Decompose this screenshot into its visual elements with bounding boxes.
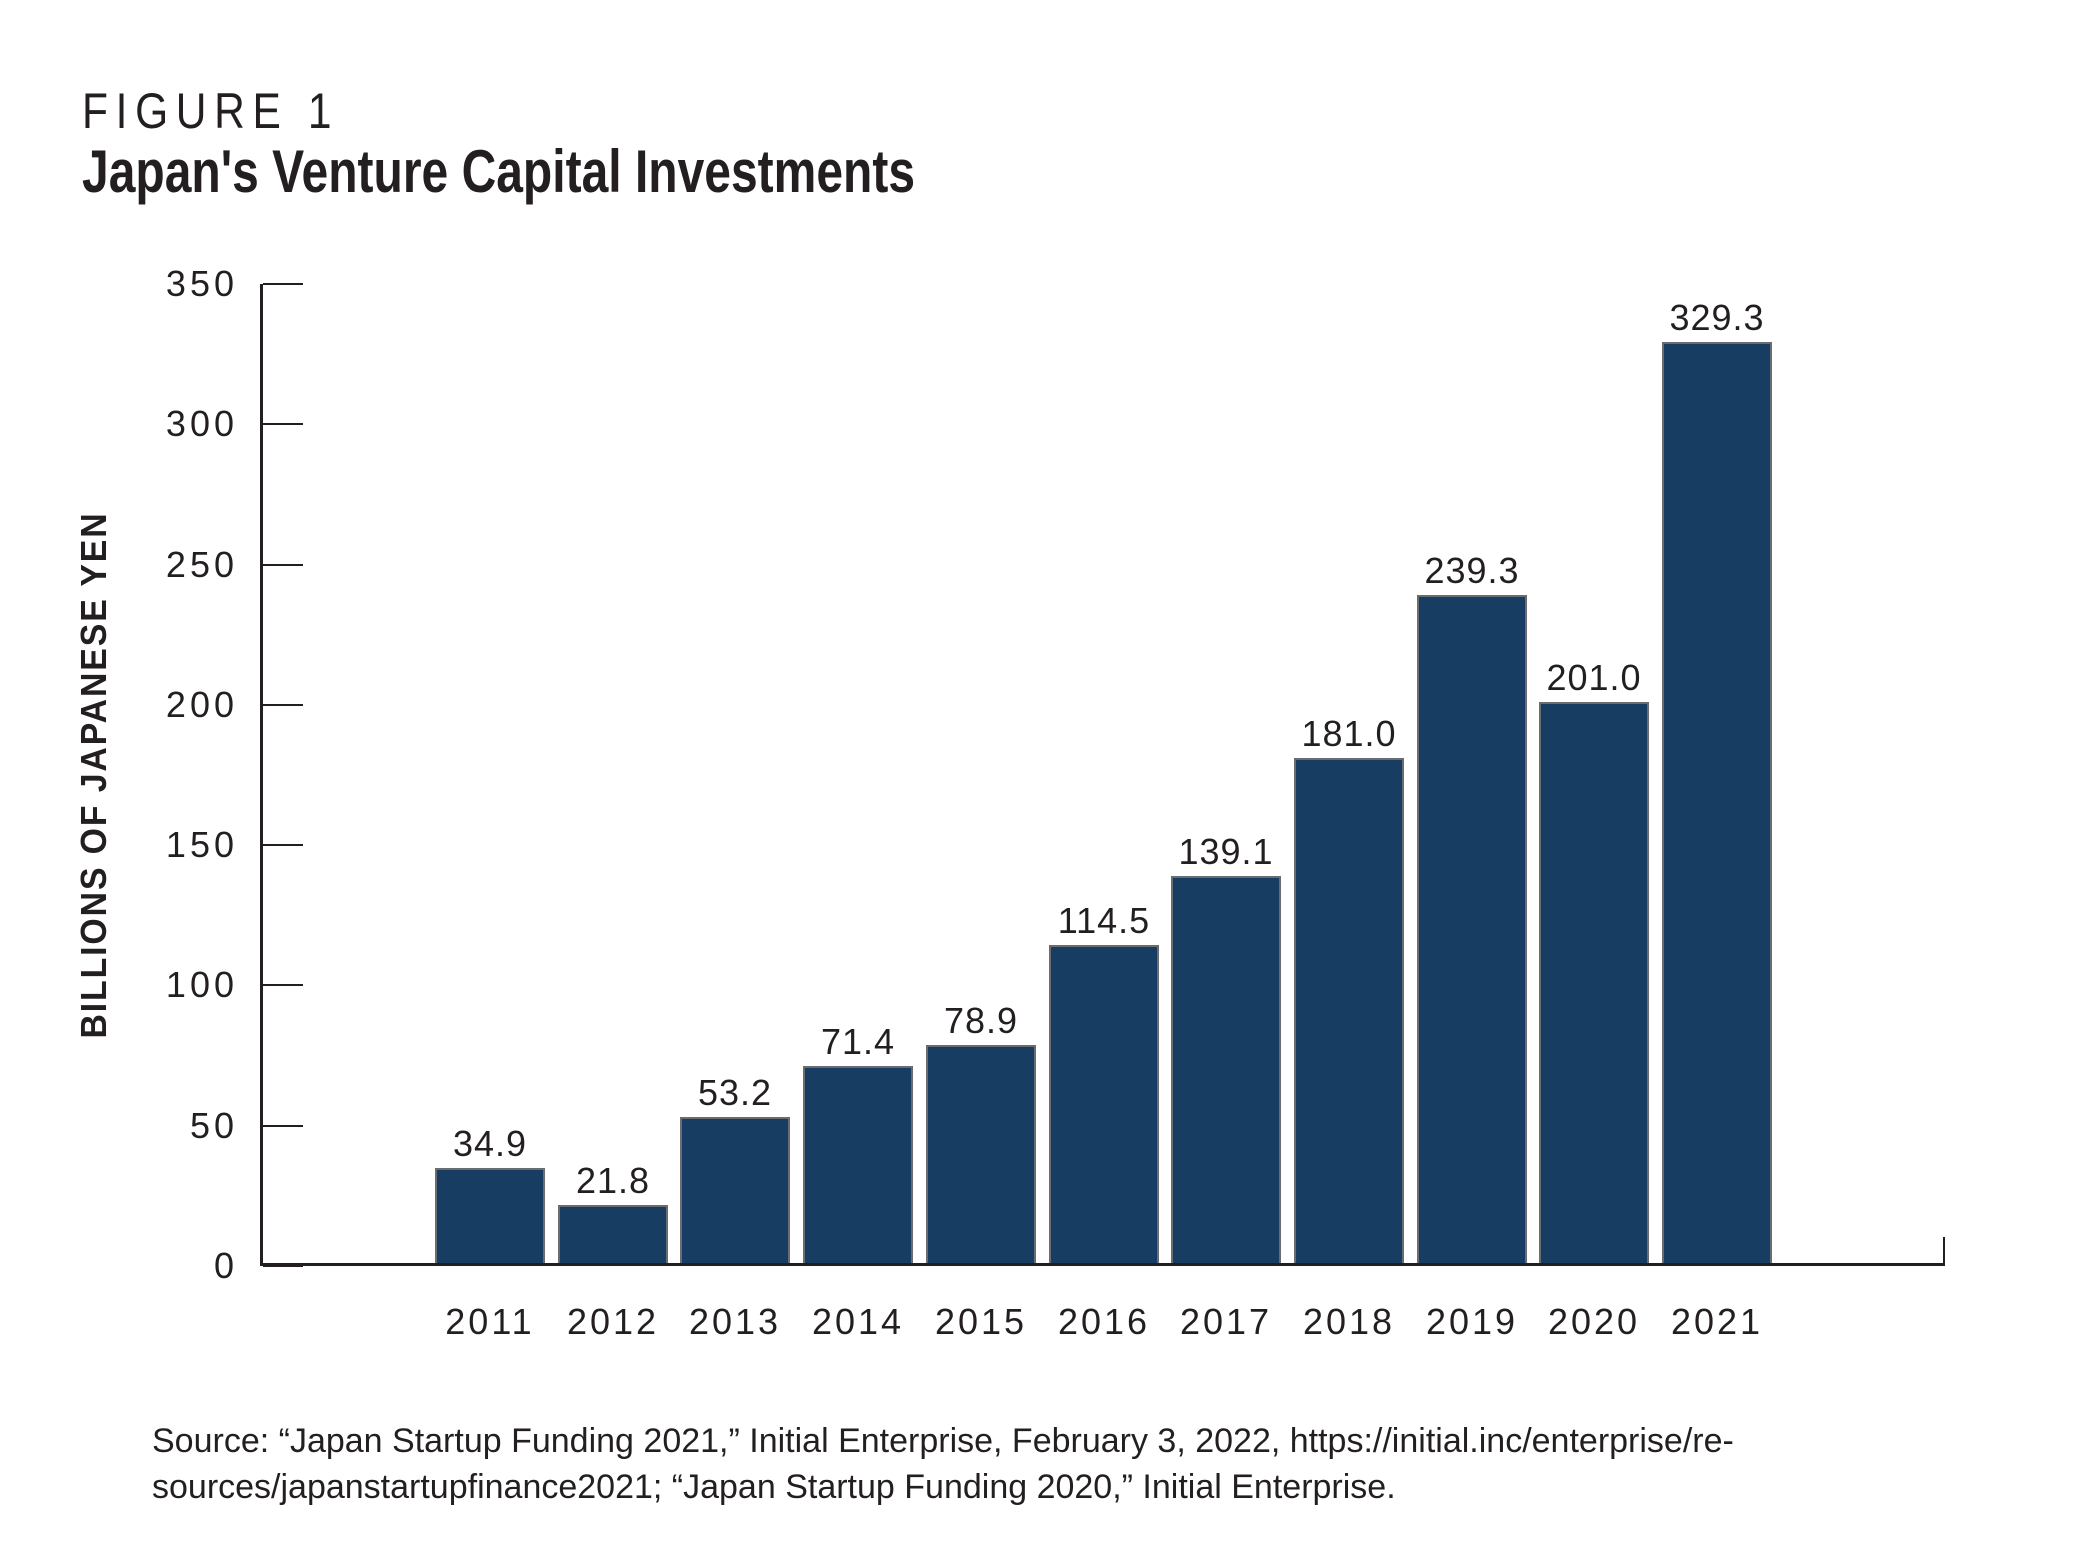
bar-value-label: 71.4: [820, 1021, 896, 1062]
y-tick: [263, 1265, 303, 1267]
bar-value-label: 329.3: [1669, 297, 1765, 338]
y-tick: [263, 1125, 303, 1127]
bar-value-label: 53.2: [697, 1072, 773, 1113]
bar: [558, 1205, 668, 1266]
x-tick-label: 2011: [445, 1301, 535, 1342]
bar: [1294, 758, 1404, 1266]
bar-value-label: 114.5: [1057, 900, 1151, 941]
x-tick-label: 2016: [1057, 1301, 1151, 1342]
bar-value-label: 21.8: [575, 1160, 651, 1201]
bar-value-label: 34.9: [452, 1123, 528, 1164]
source-note: Source: “Japan Startup Funding 2021,” In…: [152, 1418, 1734, 1510]
x-tick-label: 2018: [1302, 1301, 1396, 1342]
y-tick-label: 0: [213, 1245, 238, 1286]
y-tick: [263, 844, 303, 846]
x-axis-line: [260, 1263, 1945, 1266]
y-tick-label: 350: [165, 263, 238, 304]
x-tick-label: 2017: [1179, 1301, 1273, 1342]
y-tick: [263, 423, 303, 425]
bar-value-label: 239.3: [1424, 550, 1520, 591]
y-tick-label: 100: [165, 964, 238, 1005]
bar: [803, 1066, 913, 1266]
x-tick-label: 2020: [1547, 1301, 1641, 1342]
source-note-line-1: Source: “Japan Startup Funding 2021,” In…: [152, 1422, 1734, 1460]
x-tick-label: 2019: [1425, 1301, 1519, 1342]
y-tick: [263, 564, 303, 566]
y-tick-label: 250: [165, 544, 238, 585]
bar-value-label: 181.0: [1301, 713, 1397, 754]
y-tick-label: 50: [189, 1105, 238, 1146]
bar: [435, 1168, 545, 1266]
bar: [1662, 342, 1772, 1266]
x-tick-label: 2021: [1670, 1301, 1764, 1342]
bar: [1049, 945, 1159, 1266]
x-axis-end-tick: [1943, 1237, 1945, 1263]
source-note-line-2: sources/japanstartupfinance2021; “Japan …: [152, 1468, 1396, 1506]
bar: [1539, 702, 1649, 1266]
y-tick-label: 200: [165, 684, 238, 725]
y-tick: [263, 283, 303, 285]
x-tick-label: 2012: [566, 1301, 660, 1342]
x-tick-label: 2015: [934, 1301, 1028, 1342]
y-tick-label: 150: [165, 824, 238, 865]
figure-title: Japan's Venture Capital Investments: [82, 138, 916, 205]
bar-value-label: 78.9: [943, 1000, 1019, 1041]
y-tick: [263, 984, 303, 986]
bar: [680, 1117, 790, 1266]
bar: [1417, 595, 1527, 1266]
figure-label: FIGURE 1: [82, 83, 340, 139]
y-axis-line: [260, 284, 263, 1266]
bar-value-label: 201.0: [1546, 657, 1642, 698]
x-tick-label: 2014: [811, 1301, 905, 1342]
bar: [1171, 876, 1281, 1266]
y-tick: [263, 704, 303, 706]
bar: [926, 1045, 1036, 1266]
x-tick-label: 2013: [688, 1301, 782, 1342]
bar-value-label: 139.1: [1178, 831, 1274, 872]
y-tick-label: 300: [165, 403, 238, 444]
